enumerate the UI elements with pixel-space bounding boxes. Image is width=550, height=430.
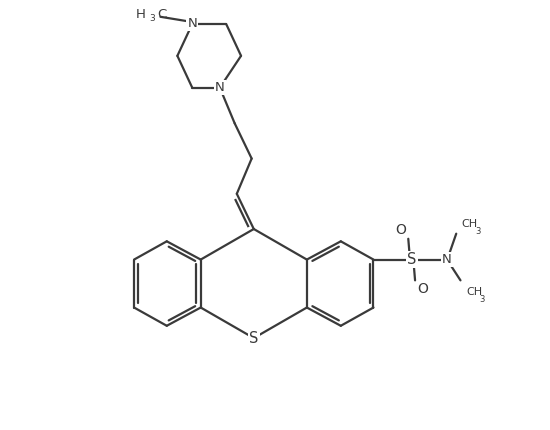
Text: 3: 3 [149,15,155,23]
Text: C: C [157,8,166,21]
Text: 3: 3 [475,227,481,236]
Text: N: N [215,81,225,94]
Text: O: O [395,223,406,237]
Text: CH: CH [466,287,482,297]
Text: CH: CH [462,219,478,229]
Text: N: N [442,253,452,266]
Text: H: H [136,8,146,21]
Text: 3: 3 [480,295,485,304]
Text: O: O [417,282,428,296]
Text: S: S [249,331,258,346]
Text: S: S [407,252,416,267]
Text: N: N [188,18,197,31]
